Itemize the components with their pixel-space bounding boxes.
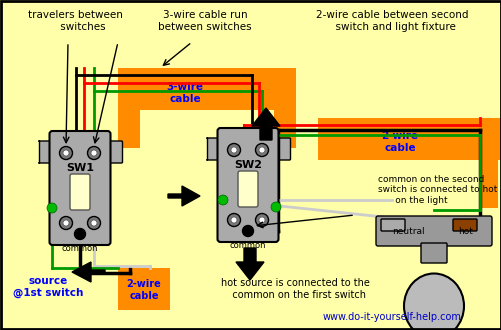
FancyBboxPatch shape [118, 68, 296, 110]
Circle shape [74, 228, 85, 240]
FancyBboxPatch shape [479, 118, 497, 208]
Text: 3-wire
cable: 3-wire cable [166, 82, 203, 104]
FancyBboxPatch shape [420, 243, 446, 263]
Text: SW2: SW2 [233, 160, 262, 170]
Text: SW1: SW1 [66, 163, 94, 173]
Text: 2-wire
cable: 2-wire cable [381, 131, 418, 153]
FancyBboxPatch shape [237, 171, 258, 207]
Text: 2-wire
cable: 2-wire cable [126, 279, 161, 301]
Text: hot: hot [457, 226, 472, 236]
FancyBboxPatch shape [274, 138, 290, 160]
Circle shape [87, 147, 100, 159]
Circle shape [227, 144, 240, 156]
Polygon shape [168, 186, 199, 206]
Text: common: common [229, 241, 266, 250]
Circle shape [60, 216, 72, 229]
Text: common: common [62, 244, 98, 253]
Text: hot source is connected to the
   common on the first switch: hot source is connected to the common on… [220, 278, 369, 300]
FancyBboxPatch shape [317, 118, 501, 160]
Circle shape [230, 217, 236, 223]
Circle shape [255, 144, 268, 156]
FancyBboxPatch shape [380, 219, 404, 231]
Circle shape [242, 225, 253, 237]
Circle shape [271, 202, 281, 212]
Circle shape [60, 147, 72, 159]
Text: neutral: neutral [391, 226, 423, 236]
Circle shape [230, 147, 236, 153]
FancyBboxPatch shape [217, 128, 278, 242]
Text: common on the second
switch is connected to hot
      on the light: common on the second switch is connected… [377, 175, 496, 205]
FancyBboxPatch shape [274, 68, 296, 148]
Text: www.do-it-yourself-help.com: www.do-it-yourself-help.com [322, 312, 460, 322]
Polygon shape [235, 248, 264, 280]
FancyBboxPatch shape [39, 141, 53, 163]
Polygon shape [252, 108, 280, 140]
Polygon shape [72, 262, 105, 282]
FancyBboxPatch shape [452, 219, 476, 231]
Circle shape [217, 195, 227, 205]
Circle shape [47, 203, 57, 213]
FancyBboxPatch shape [375, 216, 491, 246]
Text: 3-wire cable run
between switches: 3-wire cable run between switches [158, 10, 252, 32]
Text: source
@1st switch: source @1st switch [13, 276, 83, 298]
Circle shape [63, 220, 69, 226]
Circle shape [255, 214, 268, 226]
Circle shape [91, 220, 97, 226]
FancyBboxPatch shape [206, 138, 220, 160]
Circle shape [227, 214, 240, 226]
FancyBboxPatch shape [50, 131, 110, 245]
Circle shape [259, 147, 265, 153]
Circle shape [87, 216, 100, 229]
FancyBboxPatch shape [118, 268, 170, 310]
Circle shape [259, 217, 265, 223]
Ellipse shape [403, 274, 463, 330]
Circle shape [63, 150, 69, 156]
Text: travelers between
     switches: travelers between switches [28, 10, 122, 32]
Text: 2-wire cable between second
  switch and light fixture: 2-wire cable between second switch and l… [315, 10, 467, 32]
Circle shape [91, 150, 97, 156]
FancyBboxPatch shape [118, 68, 140, 148]
FancyBboxPatch shape [106, 141, 122, 163]
FancyBboxPatch shape [70, 174, 90, 210]
